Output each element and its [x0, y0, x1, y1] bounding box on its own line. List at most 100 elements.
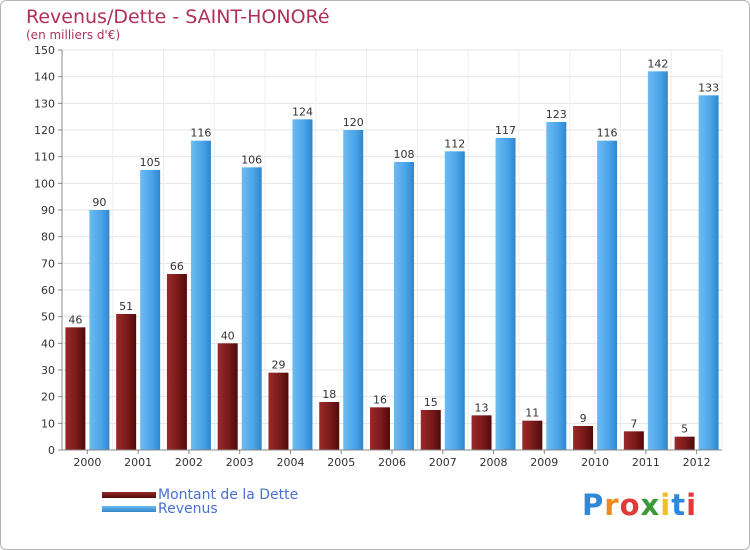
x-tick-label: 2010: [581, 456, 609, 469]
y-tick-label: 90: [41, 204, 55, 217]
bar-revenue: [546, 122, 567, 450]
bar-debt: [522, 420, 543, 450]
data-label-debt: 11: [525, 407, 539, 420]
bar-revenue: [292, 119, 313, 450]
logo-letter: i: [660, 488, 672, 522]
data-label-revenue: 116: [190, 127, 211, 140]
logo-letter: o: [619, 488, 641, 522]
x-tick-label: 2000: [73, 456, 101, 469]
y-tick-label: 40: [41, 337, 55, 350]
bar-revenue: [698, 95, 719, 450]
data-label-debt: 29: [271, 359, 285, 372]
bar-revenue: [343, 130, 364, 450]
data-label-revenue: 120: [343, 116, 364, 129]
x-tick-label: 2006: [378, 456, 406, 469]
chart-subtitle: (en milliers d'€): [26, 28, 121, 42]
data-label-revenue: 116: [597, 127, 618, 140]
bar-debt: [217, 343, 238, 450]
chart-title: Revenus/Dette - SAINT-HONORé: [26, 6, 330, 28]
data-label-debt: 9: [580, 412, 587, 425]
y-tick-label: 150: [34, 44, 55, 57]
legend-label-debt: Montant de la Dette: [158, 487, 299, 503]
bar-debt: [420, 410, 441, 450]
axes: 0 10 20 30 40 50 60 70 80 90 100 110 120 130 140 150 200…: [34, 44, 722, 469]
data-label-debt: 7: [630, 417, 637, 430]
legend-item-debt: Montant de la Dette: [102, 487, 298, 503]
proxiti-logo: Proxiti: [582, 488, 697, 522]
y-tick-label: 50: [41, 311, 55, 324]
bar-debt: [268, 372, 289, 450]
bar-revenue: [89, 210, 110, 450]
x-tick-label: 2003: [226, 456, 254, 469]
y-tick-label: 20: [41, 391, 55, 404]
bar-revenue: [394, 162, 414, 450]
data-label-revenue: 123: [546, 108, 567, 121]
x-tick-label: 2012: [683, 456, 711, 469]
bar-debt: [471, 415, 492, 450]
data-label-revenue: 133: [698, 81, 719, 94]
x-tick-label: 2007: [429, 456, 457, 469]
data-label-debt: 5: [681, 423, 688, 436]
logo-letter: x: [640, 488, 661, 522]
logo-letter: t: [671, 488, 687, 522]
bar-revenue: [140, 170, 161, 450]
x-tick-label: 2001: [124, 456, 152, 469]
y-tick-label: 100: [34, 177, 55, 190]
x-tick-label: 2008: [480, 456, 508, 469]
x-tick-label: 2002: [175, 456, 203, 469]
y-tick-label: 110: [34, 151, 55, 164]
data-label-debt: 16: [373, 393, 387, 406]
plot-area: [62, 50, 722, 450]
data-label-revenue: 117: [495, 124, 516, 137]
bar-revenue: [190, 140, 211, 450]
logo-letter: P: [582, 488, 605, 522]
y-tick-label: 70: [41, 257, 55, 270]
data-label-debt: 66: [170, 260, 184, 273]
data-labels: 46 90 51 105 66 116 40 106 29 124 18 120 16 108 15 112 1…: [68, 57, 719, 435]
data-label-debt: 15: [424, 396, 438, 409]
legend-swatch-revenue: [102, 506, 156, 512]
bar-debt: [319, 402, 340, 450]
bar-revenue: [241, 167, 262, 451]
x-tick-label: 2011: [632, 456, 660, 469]
bars: [65, 71, 719, 451]
logo-letter: i: [686, 488, 698, 522]
data-label-revenue: 105: [140, 156, 161, 169]
y-tick-label: 0: [48, 444, 55, 457]
data-label-revenue: 106: [241, 153, 262, 166]
y-tick-label: 80: [41, 231, 55, 244]
y-tick-label: 140: [34, 71, 55, 84]
legend-label-revenue: Revenus: [158, 501, 218, 517]
x-tick-label: 2004: [276, 456, 304, 469]
data-label-revenue: 142: [647, 57, 668, 70]
bar-debt: [573, 426, 594, 450]
legend-item-revenue: Revenus: [102, 501, 218, 517]
bar-revenue: [597, 140, 618, 450]
y-tick-label: 30: [41, 364, 55, 377]
data-label-revenue: 112: [444, 137, 465, 150]
y-tick-label: 120: [34, 124, 55, 137]
bar-debt: [674, 436, 695, 450]
bar-debt: [116, 314, 137, 450]
data-label-revenue: 124: [292, 105, 313, 118]
legend-swatch-debt: [102, 492, 156, 498]
x-tick-label: 2005: [327, 456, 355, 469]
bar-debt: [166, 274, 187, 450]
data-label-revenue: 90: [92, 196, 106, 209]
x-tick-label: 2009: [530, 456, 558, 469]
bar-debt: [623, 431, 644, 450]
bar-revenue: [444, 151, 465, 451]
bar-debt: [370, 407, 390, 450]
data-label-debt: 18: [322, 388, 336, 401]
logo-letter: r: [604, 488, 620, 522]
data-label-revenue: 108: [394, 148, 415, 161]
bar-revenue: [647, 71, 668, 450]
data-label-debt: 13: [475, 401, 489, 414]
y-tick-label: 10: [41, 417, 55, 430]
bar-revenue: [495, 138, 516, 450]
data-label-debt: 46: [68, 313, 82, 326]
data-label-debt: 51: [119, 300, 133, 313]
bar-debt: [65, 327, 86, 450]
y-tick-label: 60: [41, 284, 55, 297]
